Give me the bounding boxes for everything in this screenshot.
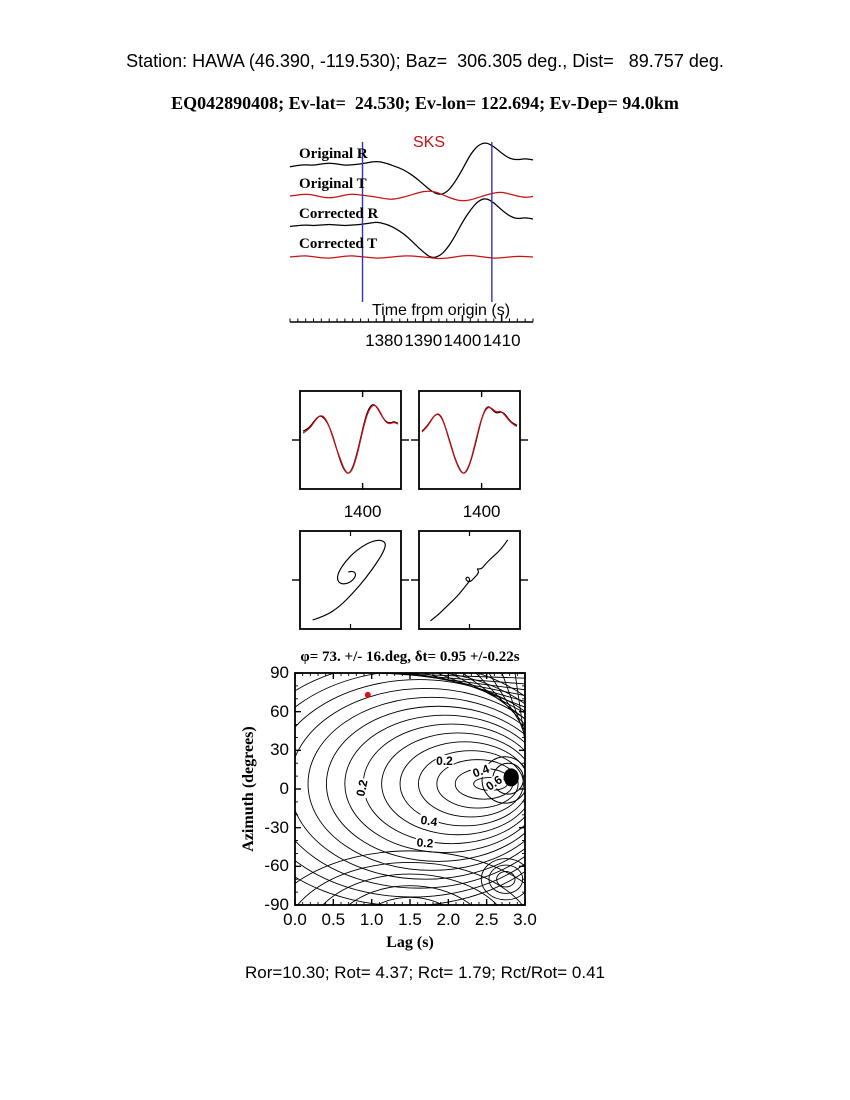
contour-x-tick-1.5: 1.5	[398, 910, 422, 929]
contour-y-tick-30: 30	[270, 740, 289, 760]
contour-level-label-1: 0.2	[435, 753, 454, 768]
trace-corrected-r	[289, 198, 534, 259]
contour-y-tick--60: -60	[264, 856, 289, 876]
fit-tick-label-2: 1400	[462, 502, 501, 521]
contour-y-tick-60: 60	[270, 701, 289, 721]
trace-label-1: Original R	[299, 146, 368, 162]
contour-level-label-6: 0.2	[415, 835, 436, 851]
azimuth-axis-label: Azimuth (degrees)	[240, 726, 257, 852]
contour-y-tick-90: 90	[270, 663, 289, 682]
contour-level-label-4: 0.2	[353, 777, 372, 799]
solution-point-dot	[364, 691, 371, 698]
ratio-stats-text: Ror=10.30; Rot= 4.37; Rct= 1.79; Rct/Rot…	[244, 963, 606, 982]
waveform-panel-graphics	[289, 142, 534, 323]
wave-tick-label-1380: 1380	[365, 331, 403, 350]
contour-plot-title: φ= 73. +/- 16.deg, δt= 0.95 +/-0.22s	[300, 649, 520, 665]
fit-tick-label-1: 1400	[343, 502, 382, 521]
wave-tick-label-1400: 1400	[443, 331, 482, 350]
contour-x-tick-2.0: 2.0	[436, 910, 461, 929]
trace-label-2: Original T	[299, 176, 367, 192]
phase-label: SKS	[413, 134, 446, 151]
trace-label-4: Corrected T	[299, 236, 378, 252]
contour-y-tick--30: -30	[264, 817, 289, 837]
trace-original-r	[289, 142, 534, 195]
trace-corrected-t	[289, 254, 534, 260]
contour-x-tick-0.0: 0.0	[283, 910, 307, 929]
contour-y-tick--90: -90	[264, 895, 289, 914]
trace-original-t	[289, 190, 534, 202]
contour-x-tick-1.0: 1.0	[359, 910, 384, 929]
waveform-fit-left-graphics	[292, 390, 409, 490]
contour-y-tick-0: 0	[279, 779, 289, 798]
error-minimum-blob	[503, 768, 519, 787]
time-axis-label: Time from origin (s)	[371, 302, 511, 319]
wave-tick-label-1410: 1410	[482, 331, 521, 350]
figure-title: Station: HAWA (46.390, -119.530); Baz= 3…	[126, 51, 724, 71]
contour-level-label-5: 0.4	[419, 813, 440, 830]
contour-x-tick-3.0: 3.0	[513, 910, 537, 929]
lag-axis-label: Lag (s)	[386, 934, 434, 951]
wave-tick-label-1390: 1390	[404, 331, 443, 350]
contour-x-tick-0.5: 0.5	[321, 910, 346, 929]
trace-label-3: Corrected R	[299, 206, 379, 222]
event-subtitle: EQ042890408; Ev-lat= 24.530; Ev-lon= 122…	[171, 93, 679, 113]
contour-x-tick-2.5: 2.5	[474, 910, 499, 929]
waveform-fit-right-graphics	[411, 390, 528, 490]
particle-motion-corrected-graphics	[411, 530, 528, 630]
particle-motion-original-graphics	[292, 530, 409, 630]
